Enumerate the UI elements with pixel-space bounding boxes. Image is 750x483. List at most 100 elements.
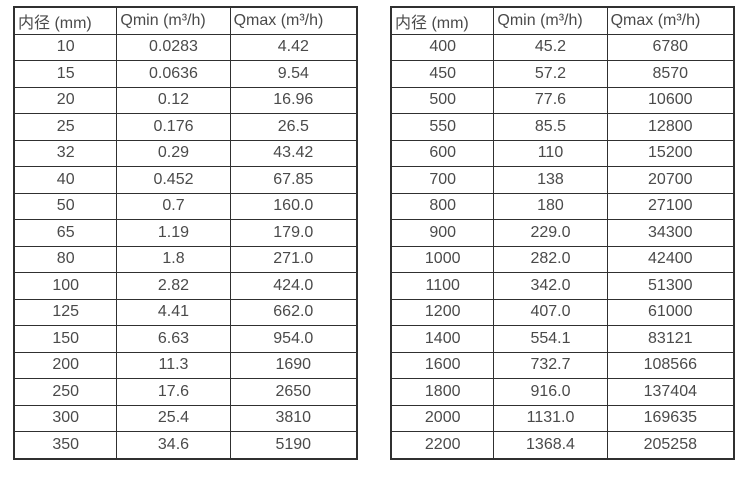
header-cell: Qmax (m³/h) [229,6,358,35]
table-row: 600 110 15200 [390,139,735,167]
table-cell: 271.0 [229,245,358,273]
table-cell: 34.6 [116,431,231,459]
table-row: 2200 1368.4 205258 [390,431,735,459]
table-cell: 15 [13,60,118,88]
table-cell: 282.0 [493,245,608,273]
table-cell: 450 [390,60,495,88]
table-row: 65 1.19 179.0 [13,219,358,247]
table-cell: 2000 [390,404,495,432]
table-row: 550 85.5 12800 [390,113,735,141]
table-row: 20 0.12 16.96 [13,86,358,114]
table-cell: 732.7 [493,351,608,379]
table-cell: 138 [493,166,608,194]
table-row: 80 1.8 271.0 [13,245,358,273]
table-cell: 9.54 [229,60,358,88]
table-row: 50 0.7 160.0 [13,192,358,220]
table-row: 40 0.452 67.85 [13,166,358,194]
table-row: 2000 1131.0 169635 [390,404,735,432]
table-cell: 61000 [606,298,735,326]
table-cell: 160.0 [229,192,358,220]
table-cell: 2650 [229,378,358,406]
table-cell: 4.41 [116,298,231,326]
table-row: 1100 342.0 51300 [390,272,735,300]
header-row: 内径 (mm) Qmin (m³/h) Qmax (m³/h) [13,6,358,35]
table-row: 500 77.6 10600 [390,86,735,114]
table-cell: 83121 [606,325,735,353]
table-cell: 77.6 [493,86,608,114]
table-cell: 1200 [390,298,495,326]
table-cell: 5190 [229,431,358,459]
table-cell: 16.96 [229,86,358,114]
table-cell: 500 [390,86,495,114]
table-row: 32 0.29 43.42 [13,139,358,167]
header-cell: Qmin (m³/h) [493,6,608,35]
header-row: 内径 (mm) Qmin (m³/h) Qmax (m³/h) [390,6,735,35]
table-cell: 700 [390,166,495,194]
table-cell: 350 [13,431,118,459]
table-cell: 2200 [390,431,495,459]
table-cell: 550 [390,113,495,141]
table-cell: 1400 [390,325,495,353]
table-row: 10 0.0283 4.42 [13,33,358,61]
table-cell: 12800 [606,113,735,141]
header-cell: Qmax (m³/h) [606,6,735,35]
table-cell: 10600 [606,86,735,114]
table-row: 250 17.6 2650 [13,378,358,406]
table-row: 15 0.0636 9.54 [13,60,358,88]
table-cell: 0.12 [116,86,231,114]
table-cell: 2.82 [116,272,231,300]
table-row: 125 4.41 662.0 [13,298,358,326]
table-cell: 0.0283 [116,33,231,61]
table-cell: 4.42 [229,33,358,61]
table-cell: 40 [13,166,118,194]
table-cell: 407.0 [493,298,608,326]
table-cell: 150 [13,325,118,353]
table-cell: 250 [13,378,118,406]
table-cell: 20700 [606,166,735,194]
table-cell: 342.0 [493,272,608,300]
table-cell: 0.176 [116,113,231,141]
table-cell: 57.2 [493,60,608,88]
table-cell: 662.0 [229,298,358,326]
table-cell: 45.2 [493,33,608,61]
table-cell: 200 [13,351,118,379]
table-cell: 600 [390,139,495,167]
table-cell: 26.5 [229,113,358,141]
table-cell: 51300 [606,272,735,300]
table-cell: 85.5 [493,113,608,141]
table-cell: 20 [13,86,118,114]
table-cell: 15200 [606,139,735,167]
header-cell: 内径 (mm) [13,6,118,35]
table-cell: 1.19 [116,219,231,247]
flow-table-left: 内径 (mm) Qmin (m³/h) Qmax (m³/h) 10 0.0283 4.4… [13,6,358,460]
table-cell: 400 [390,33,495,61]
table-cell: 1131.0 [493,404,608,432]
table-cell: 11.3 [116,351,231,379]
table-row: 1600 732.7 108566 [390,351,735,379]
table-row: 400 45.2 6780 [390,33,735,61]
table-row: 25 0.176 26.5 [13,113,358,141]
table-cell: 229.0 [493,219,608,247]
table-cell: 0.452 [116,166,231,194]
header-cell: Qmin (m³/h) [116,6,231,35]
table-cell: 65 [13,219,118,247]
table-cell: 954.0 [229,325,358,353]
table-cell: 6.63 [116,325,231,353]
table-cell: 50 [13,192,118,220]
table-cell: 27100 [606,192,735,220]
table-cell: 34300 [606,219,735,247]
table-row: 1400 554.1 83121 [390,325,735,353]
table-cell: 25.4 [116,404,231,432]
table-cell: 554.1 [493,325,608,353]
table-cell: 80 [13,245,118,273]
table-cell: 32 [13,139,118,167]
table-row: 1200 407.0 61000 [390,298,735,326]
table-cell: 1.8 [116,245,231,273]
table-row: 100 2.82 424.0 [13,272,358,300]
table-cell: 137404 [606,378,735,406]
table-cell: 10 [13,33,118,61]
table-cell: 125 [13,298,118,326]
table-cell: 1600 [390,351,495,379]
table-cell: 25 [13,113,118,141]
